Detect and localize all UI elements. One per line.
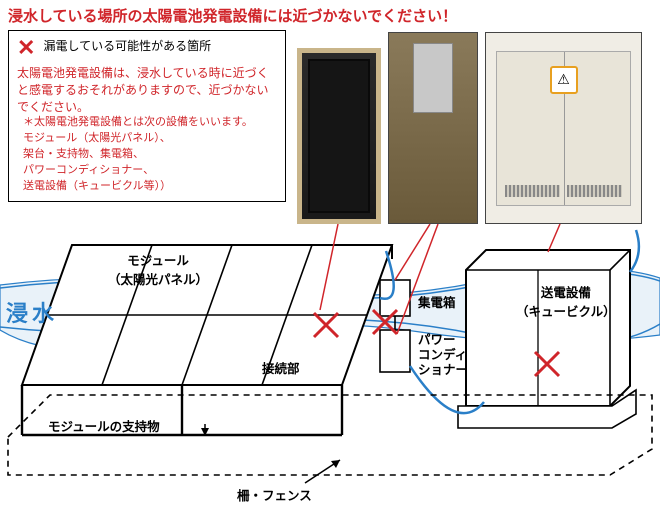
legend-x-icon: ✕ (17, 37, 35, 59)
module-label: モジュール （太陽光パネル） (108, 250, 208, 288)
fence-label: 柵・フェンス (237, 485, 312, 504)
cubicle-l1: 送電設備 (516, 282, 616, 301)
module-label-l2: （太陽光パネル） (108, 269, 208, 288)
legend-label: 漏電している可能性がある箇所 (43, 37, 211, 54)
module-label-l1: モジュール (108, 250, 208, 269)
cubicle-label: 送電設備 （キュービクル） (516, 282, 616, 320)
legend-box: ✕ 漏電している可能性がある箇所 太陽電池発電設備は、浸水している時に近づくと感… (8, 30, 286, 202)
cubicle-l2: （キュービクル） (516, 301, 616, 320)
support-label: モジュールの支持物 (48, 416, 160, 435)
photo-collection-box (388, 32, 478, 224)
pc-l1: パワー (418, 333, 468, 348)
warning-body: 太陽電池発電設備は、浸水している時に近づくと感電するおそれがありますので、近づか… (17, 65, 277, 115)
pc-l3: ショナー (418, 363, 468, 378)
collection-box-label: 集電箱 (418, 292, 456, 311)
connection-label: 接続部 (262, 358, 300, 377)
pc-l2: コンディ (418, 348, 468, 363)
warning-items: モジュール（太陽光パネル）、 架台・支持物、集電箱、 パワーコンディショナー、 … (23, 131, 277, 195)
flood-label: 浸水 (6, 296, 58, 328)
power-cond-label: パワー コンディ ショナー (418, 333, 468, 378)
photo-solar-panel (297, 48, 381, 224)
warning-subtitle: ＊太陽電池発電設備とは次の設備をいいます。 (23, 115, 277, 131)
photo-cubicle: ⚠ (485, 32, 642, 224)
